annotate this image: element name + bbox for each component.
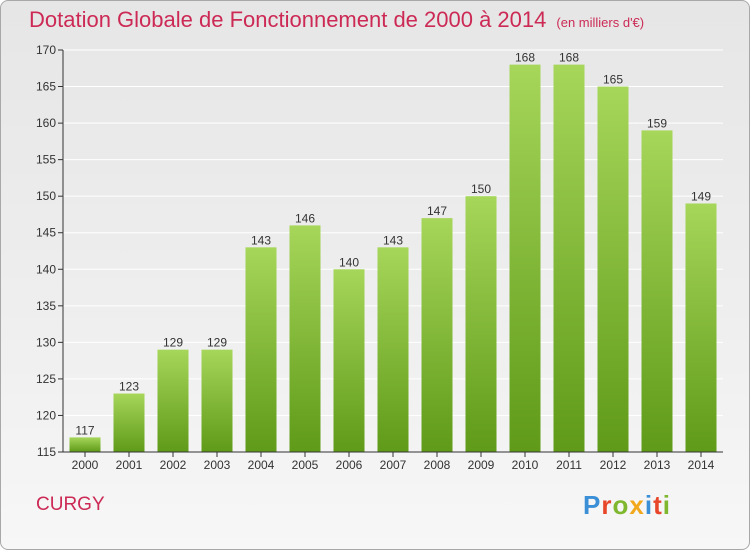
x-tick-label: 2010 (512, 458, 539, 472)
title-text: Dotation Globale de Fonctionnement de 20… (29, 7, 547, 32)
logo-letter: i (644, 490, 654, 520)
y-tick-label: 155 (36, 153, 56, 167)
x-tick-label: 2007 (380, 458, 407, 472)
bar-2003 (201, 349, 233, 452)
bar-2002 (157, 349, 189, 452)
bar-2011 (553, 64, 585, 453)
commune-name: CURGY (36, 494, 105, 515)
value-label: 123 (119, 380, 139, 394)
logo-letter: r (601, 490, 613, 520)
bar-2008 (421, 218, 453, 452)
bar-2010 (509, 64, 541, 453)
y-tick-label: 150 (36, 189, 56, 203)
y-tick-label: 140 (36, 262, 56, 276)
x-tick-label: 2003 (204, 458, 231, 472)
proxiti-logo: Proxiti (583, 490, 671, 521)
value-label: 168 (515, 51, 535, 65)
bar-2001 (113, 393, 145, 452)
logo-letter: x (629, 490, 645, 520)
value-labels: 117 123 129 129 143 146 140 143 147 150 168 168 165 1… (75, 51, 711, 438)
logo-letter: P (583, 490, 602, 520)
y-tick-label: 115 (37, 445, 56, 459)
logo-letter: o (612, 490, 630, 520)
bar-2009 (465, 196, 497, 452)
x-tick-labels: 2000 2001 2002 2003 2004 2005 2006 2007 2008 2009… (72, 452, 715, 472)
value-label: 149 (691, 189, 711, 203)
bar-2013 (641, 130, 673, 452)
y-tick-label: 120 (36, 408, 56, 422)
unit-label: (en milliers d'€) (556, 15, 645, 30)
x-tick-label: 2008 (424, 458, 451, 472)
x-tick-label: 2000 (72, 458, 99, 472)
y-tick-label: 125 (36, 372, 56, 386)
y-tick-label: 145 (36, 226, 56, 240)
value-label: 159 (647, 116, 667, 130)
x-tick-label: 2011 (556, 458, 582, 472)
value-label: 165 (603, 73, 623, 87)
bar-2000 (69, 437, 101, 452)
bar-2006 (333, 269, 365, 452)
x-tick-label: 2009 (468, 458, 495, 472)
bars (69, 64, 717, 453)
value-label: 129 (163, 336, 183, 350)
value-label: 140 (339, 255, 359, 269)
x-tick-label: 2013 (644, 458, 671, 472)
y-tick-label: 170 (36, 43, 56, 57)
bar-2012 (597, 86, 629, 452)
y-tick-label: 130 (36, 335, 56, 349)
value-label: 146 (295, 211, 315, 225)
x-tick-label: 2004 (248, 458, 275, 472)
x-tick-label: 2012 (600, 458, 627, 472)
value-label: 143 (383, 233, 403, 247)
bar-2005 (289, 225, 321, 452)
logo-letter: i (662, 490, 671, 520)
bar-2007 (377, 247, 409, 452)
x-tick-label: 2002 (160, 458, 187, 472)
x-tick-label: 2001 (116, 458, 143, 472)
chart-title: Dotation Globale de Fonctionnement de 20… (29, 7, 644, 33)
y-tick-label: 135 (36, 299, 56, 313)
x-tick-label: 2005 (292, 458, 319, 472)
y-tick-label: 165 (36, 80, 56, 94)
y-tick-labels: 115 120 125 130 135 140 145 150 155 160 165 170 (36, 43, 56, 459)
bar-2004 (245, 247, 277, 452)
value-label: 150 (471, 182, 491, 196)
value-label: 143 (251, 233, 271, 247)
x-tick-label: 2014 (688, 458, 715, 472)
y-tick-label: 160 (36, 116, 56, 130)
value-label: 117 (75, 423, 94, 437)
value-label: 168 (559, 51, 579, 65)
x-tick-label: 2006 (336, 458, 363, 472)
bar-2014 (685, 203, 717, 452)
value-label: 147 (427, 204, 447, 218)
value-label: 129 (207, 336, 227, 350)
logo-letter: t (653, 490, 663, 520)
